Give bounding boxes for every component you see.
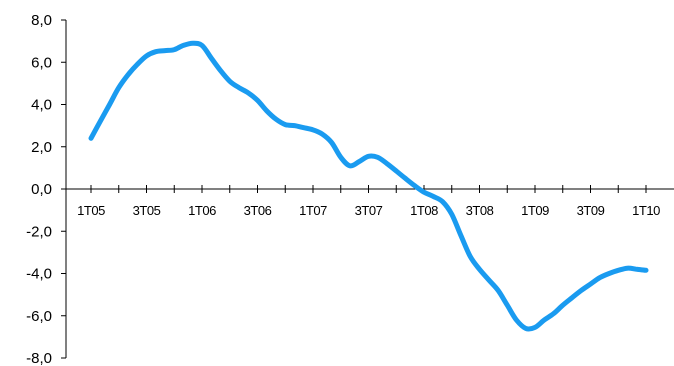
- x-tick-label: 1T09: [521, 203, 549, 218]
- x-tick-label: 1T06: [188, 203, 216, 218]
- y-tick-label: 2,0: [31, 139, 52, 156]
- y-tick-label: 8,0: [31, 12, 52, 29]
- y-tick-label: -8,0: [26, 350, 52, 366]
- x-tick-label: 3T08: [466, 203, 494, 218]
- y-tick-label: -4,0: [26, 266, 52, 283]
- y-tick-label: 0,0: [31, 181, 52, 198]
- y-axis: 8,0 6,0 4,0 2,0 0,0 -2,0 -4,0 -6,0 -8,0: [26, 12, 67, 366]
- x-tick-label: 3T05: [133, 203, 161, 218]
- x-tick-label: 1T10: [632, 203, 660, 218]
- x-tick-label: 1T05: [77, 203, 105, 218]
- x-tick-label: 3T06: [244, 203, 272, 218]
- series-group: [88, 40, 649, 332]
- x-axis: 1T05 3T05 1T06 3T06 1T07 3T07 1T08 3T08 1T09 3T09…: [66, 185, 674, 218]
- y-tick-label: 6,0: [31, 54, 52, 71]
- y-tick-label: -2,0: [26, 223, 52, 240]
- x-tick-label: 1T07: [299, 203, 327, 218]
- y-tick-label: -6,0: [26, 308, 52, 325]
- x-tick-label: 1T08: [410, 203, 438, 218]
- x-tick-label: 3T09: [577, 203, 605, 218]
- series-line: [88, 40, 649, 332]
- x-tick-label: 3T07: [355, 203, 383, 218]
- y-tick-label: 4,0: [31, 97, 52, 114]
